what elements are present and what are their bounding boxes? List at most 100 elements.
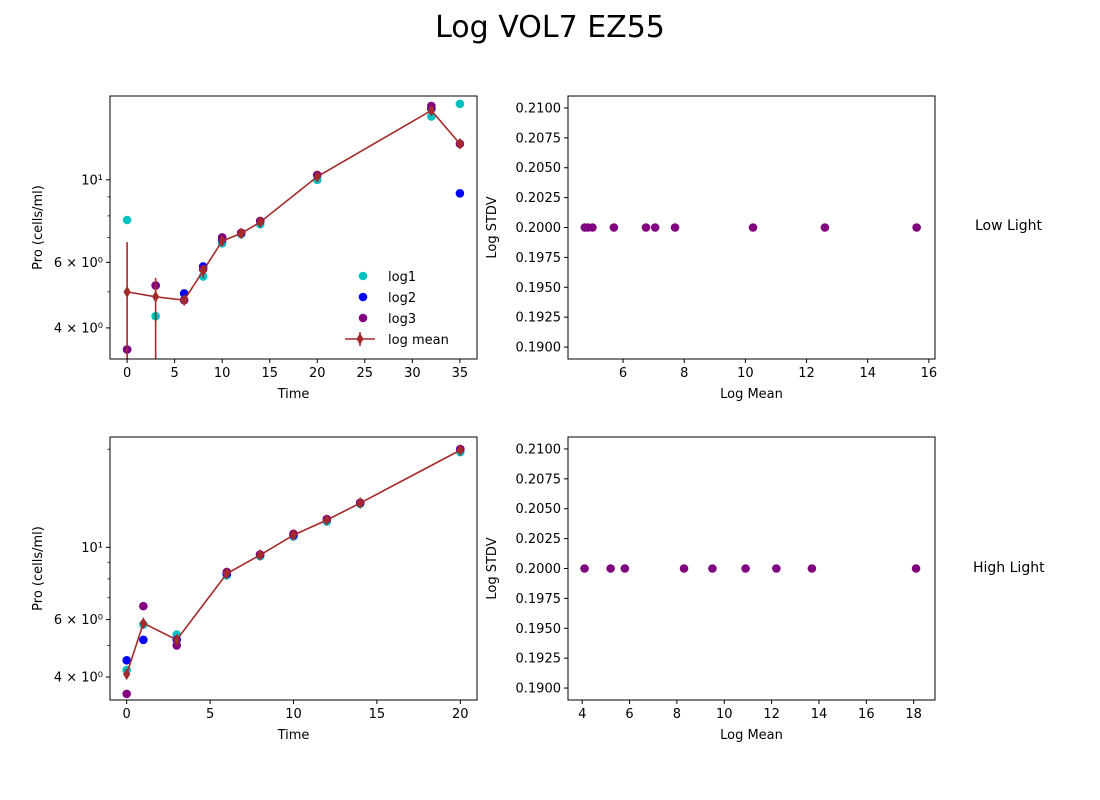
y-axis-label: Log STDV xyxy=(485,196,500,258)
series-line xyxy=(126,109,461,301)
axes-frame xyxy=(567,436,936,701)
data-point xyxy=(650,223,660,232)
series-log-mean xyxy=(123,444,464,681)
data-point xyxy=(807,564,817,573)
panel-top-right: 6 8 10 12 14 16 0.1900 0.1925 0.1950 0.1975 0.2000… xyxy=(485,95,937,402)
y-tick-label: 0.2050 xyxy=(516,161,562,176)
data-point xyxy=(427,112,436,121)
y-tick-label: 0.1950 xyxy=(516,281,562,296)
x-tick-label: 10 xyxy=(716,707,733,722)
series-log3 xyxy=(122,444,465,699)
x-axis-label: Log Mean xyxy=(720,728,783,743)
data-point xyxy=(180,294,188,307)
data-point xyxy=(123,668,131,681)
x-tick-label: 30 xyxy=(404,366,421,381)
y-tick-label: 0.1925 xyxy=(516,311,562,326)
legend: log1 log2 log3 log mean xyxy=(345,270,449,348)
legend-item: log1 xyxy=(358,270,416,285)
x-tick-label: 8 xyxy=(680,366,688,381)
plot-area xyxy=(122,444,465,699)
data-point xyxy=(609,223,619,232)
y-tick-label: 0.2000 xyxy=(516,562,562,577)
data-point xyxy=(708,564,717,573)
y-tick-label: 0.2000 xyxy=(516,221,562,236)
x-tick-label: 18 xyxy=(905,707,922,722)
series-log-mean xyxy=(123,104,464,359)
x-tick-label: 20 xyxy=(452,707,469,722)
x-tick-label: 10 xyxy=(214,366,231,381)
data-point xyxy=(152,290,160,303)
x-tick-label: 0 xyxy=(123,366,131,381)
data-point xyxy=(122,689,131,699)
y-tick-label: 0.2075 xyxy=(516,131,562,146)
x-axis-label: Time xyxy=(277,387,310,402)
x-tick-label: 15 xyxy=(369,707,386,722)
legend-item: log mean xyxy=(345,332,449,348)
data-point xyxy=(455,99,465,109)
data-point xyxy=(456,137,464,150)
y-tick-label: 0.1975 xyxy=(516,592,562,607)
x-tick-label: 8 xyxy=(673,707,681,722)
data-point xyxy=(123,285,131,298)
y-tick-label: 0.2025 xyxy=(516,191,562,206)
axes-frame xyxy=(567,95,936,360)
x-tick-label: 4 xyxy=(578,707,586,722)
data-point xyxy=(911,564,921,573)
data-point xyxy=(670,223,680,232)
plot-area xyxy=(580,564,921,573)
axes-frame xyxy=(109,436,478,701)
data-point xyxy=(606,564,615,573)
data-point xyxy=(313,170,321,183)
panel-bottom-left: 0 5 10 15 20 4 × 10⁰ 6 × 10⁰ 10¹ Time Pro (cells/… xyxy=(31,436,478,743)
x-tick-label: 16 xyxy=(858,707,875,722)
data-point xyxy=(356,497,364,510)
plot-area xyxy=(122,99,465,359)
data-point xyxy=(139,635,148,645)
y-tick-label: 6 × 10⁰ xyxy=(54,256,103,271)
legend-item: log3 xyxy=(358,312,416,327)
y-tick-label: 0.1975 xyxy=(516,251,562,266)
data-point xyxy=(748,223,758,232)
y-tick-label: 0.2050 xyxy=(516,502,562,517)
data-point xyxy=(256,216,264,229)
data-point xyxy=(620,564,630,573)
data-point xyxy=(237,227,245,240)
y-tick-label: 0.2100 xyxy=(516,442,562,457)
x-tick-label: 25 xyxy=(357,366,374,381)
data-point xyxy=(289,529,298,542)
x-tick-label: 0 xyxy=(123,707,131,722)
y-tick-label: 0.1900 xyxy=(516,682,562,697)
panel-top-left: 0 5 10 15 20 25 30 35 4 × 10⁰ 6 × 10⁰ 10¹ Time Pro (… xyxy=(31,95,478,402)
x-axis-label: Time xyxy=(277,728,310,743)
x-tick-label: 12 xyxy=(763,707,780,722)
x-tick-label: 10 xyxy=(285,707,302,722)
y-tick-label: 0.1900 xyxy=(516,341,562,356)
y-tick-label: 0.2075 xyxy=(516,472,562,487)
x-tick-label: 10 xyxy=(737,366,754,381)
data-point xyxy=(173,633,181,646)
series-log1 xyxy=(122,99,465,321)
plot-area xyxy=(580,223,921,232)
series-points xyxy=(580,564,921,573)
data-point xyxy=(139,617,147,630)
data-point xyxy=(741,564,750,573)
x-tick-label: 5 xyxy=(171,366,179,381)
y-tick-label: 0.1950 xyxy=(516,622,562,637)
data-point xyxy=(772,564,781,573)
data-point xyxy=(122,215,132,225)
row-label-low-light: Low Light xyxy=(975,218,1042,234)
data-point xyxy=(199,264,207,277)
y-tick-label: 0.2100 xyxy=(516,101,562,116)
y-axis-label: Log STDV xyxy=(485,537,500,599)
data-point xyxy=(820,223,830,232)
legend-label: log2 xyxy=(388,291,416,306)
data-point xyxy=(588,223,597,232)
legend-marker xyxy=(358,313,368,323)
data-point xyxy=(456,444,464,457)
data-point xyxy=(641,223,651,232)
data-point xyxy=(218,234,226,247)
y-tick-label: 0.1925 xyxy=(516,652,562,667)
row-label-high-light: High Light xyxy=(973,560,1045,576)
x-tick-label: 35 xyxy=(452,366,469,381)
